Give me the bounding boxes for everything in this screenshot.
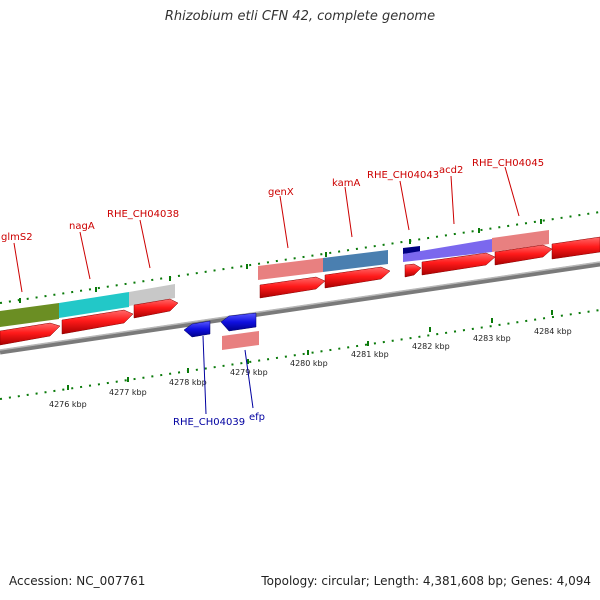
cog-bar[interactable] bbox=[0, 303, 59, 327]
kbp-label: 4277 kbp bbox=[109, 388, 147, 397]
reverse-tick-track bbox=[0, 309, 600, 400]
gene-arrow-forward[interactable] bbox=[0, 322, 61, 346]
gene-arrow-forward[interactable] bbox=[421, 252, 496, 276]
gene-arrow-forward[interactable] bbox=[61, 309, 134, 335]
gene-label[interactable]: nagA bbox=[69, 221, 95, 232]
kbp-label: 4282 kbp bbox=[412, 342, 450, 351]
reverse-genes bbox=[183, 312, 259, 350]
gene-arrow-reverse[interactable] bbox=[220, 312, 257, 332]
cog-bar-track bbox=[0, 230, 549, 327]
kbp-label: 4284 kbp bbox=[534, 327, 572, 336]
gene-label[interactable]: RHE_CH04043 bbox=[367, 170, 439, 181]
cog-bar[interactable] bbox=[403, 239, 492, 262]
forward-tick-track bbox=[0, 211, 600, 304]
kbp-label: 4278 kbp bbox=[169, 378, 207, 387]
cog-bar[interactable] bbox=[222, 331, 259, 350]
genome-backbone bbox=[0, 261, 600, 355]
forward-genes bbox=[0, 236, 600, 346]
gene-label[interactable]: RHE_CH04039 bbox=[173, 417, 245, 428]
gene-label[interactable]: efp bbox=[249, 412, 265, 423]
gene-arrow-forward[interactable] bbox=[133, 298, 179, 319]
kbp-label: 4276 kbp bbox=[49, 400, 87, 409]
gene-label[interactable]: RHE_CH04038 bbox=[107, 209, 179, 220]
kbp-label: 4280 kbp bbox=[290, 359, 328, 368]
gene-label[interactable]: glmS2 bbox=[1, 232, 33, 243]
gene-arrow-forward[interactable] bbox=[324, 266, 391, 289]
cog-bar[interactable] bbox=[129, 284, 175, 306]
gene-arrow-reverse[interactable] bbox=[183, 320, 211, 338]
gene-arrow-forward[interactable] bbox=[494, 244, 553, 266]
gene-label[interactable]: genX bbox=[268, 187, 294, 198]
kbp-label: 4281 kbp bbox=[351, 350, 389, 359]
gene-label[interactable]: RHE_CH04045 bbox=[472, 158, 544, 169]
gene-label[interactable]: kamA bbox=[332, 178, 360, 189]
genome-title: Rhizobium etli CFN 42, complete genome bbox=[164, 9, 436, 24]
cog-bar[interactable] bbox=[323, 250, 388, 272]
cog-bar[interactable] bbox=[258, 258, 323, 280]
accession-text: Accession: NC_007761 bbox=[9, 574, 146, 588]
gene-arrow-forward[interactable] bbox=[551, 236, 600, 260]
gene-arrow-forward[interactable] bbox=[259, 276, 326, 299]
gene-arrow-forward[interactable] bbox=[404, 263, 422, 278]
cog-bar[interactable] bbox=[59, 292, 129, 318]
gene-label[interactable]: acd2 bbox=[439, 165, 463, 176]
kbp-label: 4283 kbp bbox=[473, 334, 511, 343]
kbp-label: 4279 kbp bbox=[230, 368, 268, 377]
cog-bar[interactable] bbox=[492, 230, 549, 252]
genome-summary-text: Topology: circular; Length: 4,381,608 bp… bbox=[261, 574, 591, 588]
